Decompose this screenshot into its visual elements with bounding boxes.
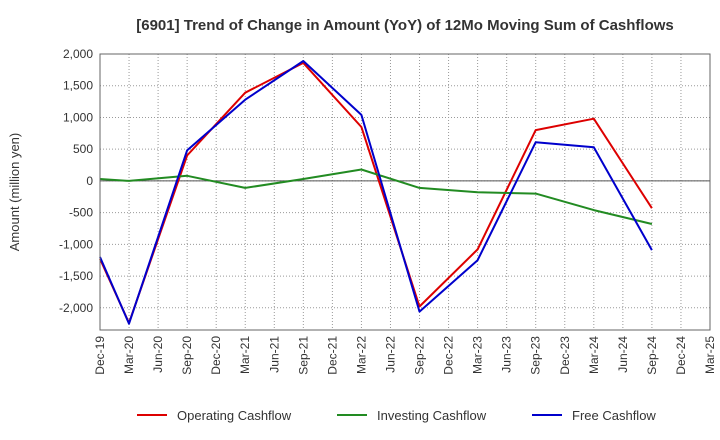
x-tick-label: Jun-21 — [267, 336, 281, 373]
legend-label: Operating Cashflow — [177, 408, 292, 423]
x-tick-label: Mar-20 — [122, 336, 136, 374]
x-tick-label: Jun-20 — [151, 336, 165, 373]
y-tick-label: -1,000 — [59, 237, 93, 251]
y-tick-label: 500 — [73, 142, 93, 156]
x-axis-ticks: Dec-19 Mar-20 Jun-20 Sep-20 Dec-20 Mar-21 Jun-… — [93, 336, 717, 375]
x-tick-label: Jun-24 — [616, 336, 630, 373]
x-tick-label: Jun-23 — [500, 336, 514, 373]
y-axis-ticks: 2,000 1,500 1,000 500 0 -500 -1,000 -1,500 -2,00… — [59, 47, 93, 315]
x-tick-label: Sep-23 — [529, 336, 543, 375]
y-tick-label: -1,500 — [59, 269, 93, 283]
x-tick-label: Mar-25 — [703, 336, 717, 374]
plot-area — [99, 53, 711, 331]
y-axis-label: Amount (million yen) — [7, 133, 22, 252]
y-tick-label: 0 — [86, 174, 93, 188]
x-tick-label: Mar-21 — [238, 336, 252, 374]
legend-label: Free Cashflow — [572, 408, 656, 423]
y-tick-label: -2,000 — [59, 301, 93, 315]
legend: Operating Cashflow Investing Cashflow Free… — [137, 408, 656, 423]
x-tick-label: Sep-24 — [645, 336, 659, 375]
x-tick-label: Sep-22 — [413, 336, 427, 375]
x-tick-label: Dec-21 — [325, 336, 339, 375]
x-tick-label: Mar-24 — [587, 336, 601, 374]
series-line-free-cashflow — [99, 60, 653, 325]
legend-item-operating-cashflow: Operating Cashflow — [137, 408, 292, 423]
x-tick-label: Mar-23 — [471, 336, 485, 374]
legend-label: Investing Cashflow — [377, 408, 487, 423]
series-lines — [99, 60, 653, 325]
series-line-investing-cashflow — [99, 168, 653, 225]
chart-title: [6901] Trend of Change in Amount (YoY) o… — [136, 17, 674, 34]
x-tick-label: Jun-22 — [383, 336, 397, 373]
x-tick-label: Dec-23 — [558, 336, 572, 375]
x-tick-label: Mar-22 — [354, 336, 368, 374]
x-tick-label: Sep-21 — [296, 336, 310, 375]
y-tick-label: 1,000 — [63, 110, 93, 124]
grid — [99, 53, 711, 330]
x-tick-label: Dec-22 — [442, 336, 456, 375]
y-tick-label: 1,500 — [63, 79, 93, 93]
series-line-operating-cashflow — [99, 61, 653, 324]
x-tick-label: Sep-20 — [180, 336, 194, 375]
y-tick-label: 2,000 — [63, 47, 93, 61]
legend-item-investing-cashflow: Investing Cashflow — [337, 408, 487, 423]
legend-item-free-cashflow: Free Cashflow — [532, 408, 656, 423]
y-tick-label: -500 — [69, 206, 93, 220]
x-tick-label: Dec-20 — [209, 336, 223, 375]
x-tick-label: Dec-24 — [674, 336, 688, 375]
x-tick-label: Dec-19 — [93, 336, 107, 375]
